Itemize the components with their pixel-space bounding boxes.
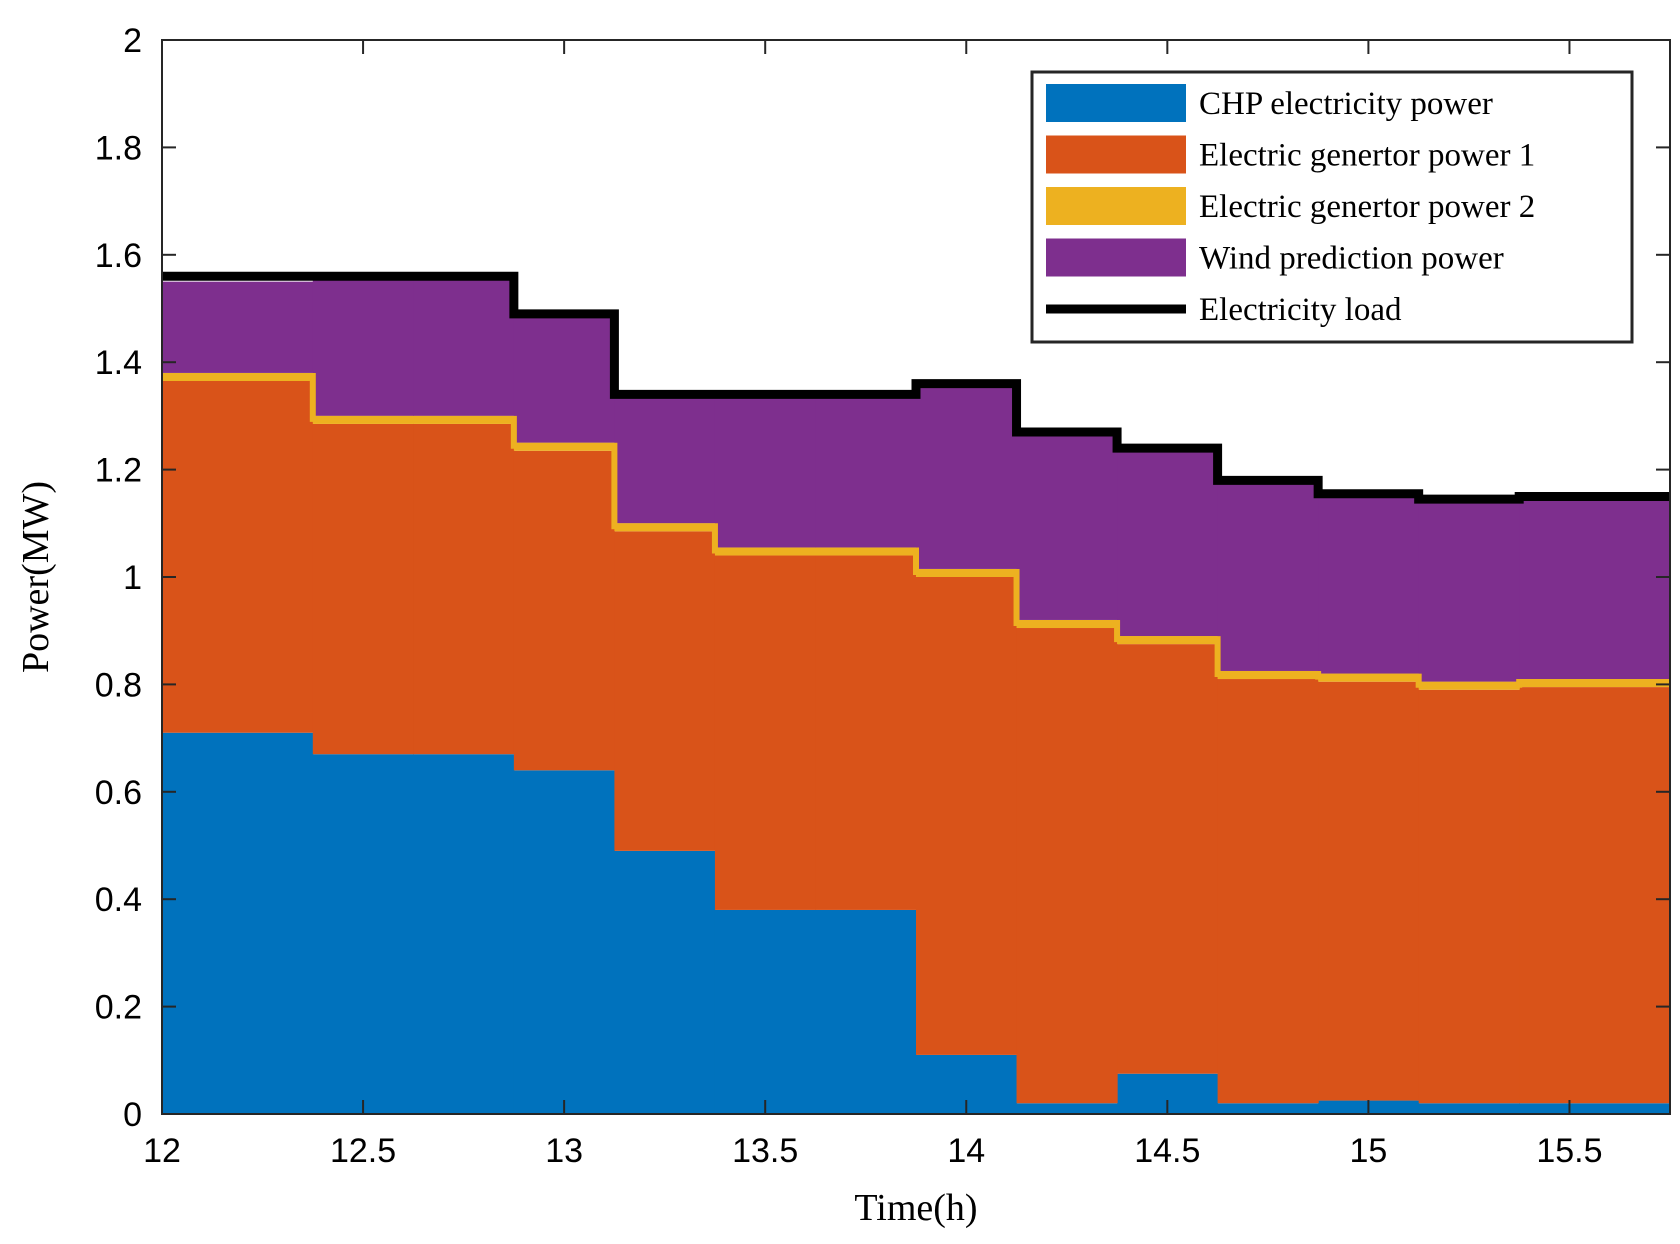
series-4-segment — [1016, 434, 1118, 620]
series-1-segment — [1016, 1103, 1118, 1114]
legend-label: Electric genertor power 1 — [1199, 138, 1535, 174]
axis-ticks: 12 12.5 13 13.5 14 14.5 15 15.5 0 0.2 0.4 0.6 0.8 1 1.… — [95, 22, 1670, 1170]
series-4 — [162, 276, 1671, 682]
series-2-segment — [1519, 687, 1671, 1104]
x-tick-label: 15 — [1349, 1132, 1387, 1170]
x-tick-label: 13 — [545, 1132, 583, 1170]
legend-swatch — [1046, 187, 1186, 225]
y-tick-label: 1.4 — [95, 344, 142, 382]
y-axis-label: Power(MW) — [15, 481, 57, 673]
series-2-segment — [513, 450, 615, 771]
legend-label: Wind prediction power — [1199, 241, 1504, 277]
series-1-segment — [815, 909, 917, 1114]
y-tick-label: 2 — [123, 22, 142, 60]
series-4-segment — [714, 394, 817, 548]
plot-areas — [162, 276, 1671, 1114]
y-tick-label: 1.8 — [95, 129, 142, 167]
series-2-segment — [1318, 681, 1420, 1101]
y-tick-label: 0.2 — [95, 989, 142, 1027]
legend-label: CHP electricity power — [1199, 86, 1493, 122]
series-4-segment — [815, 394, 917, 548]
series-4-segment — [1519, 496, 1671, 680]
series-4-segment — [1418, 499, 1520, 682]
x-axis-label: Time(h) — [854, 1187, 977, 1229]
legend-label: Electricity load — [1199, 292, 1402, 328]
series-4-segment — [1117, 448, 1219, 637]
series-1-segment — [413, 754, 515, 1114]
series-4-segment — [614, 394, 716, 524]
legend-swatch — [1046, 84, 1186, 122]
series-2-segment — [1217, 679, 1319, 1104]
genertor-2-highlight — [162, 372, 1670, 688]
y-tick-label: 0.4 — [95, 881, 142, 919]
y-tick-label: 0.6 — [95, 774, 142, 812]
series-1-segment — [312, 754, 414, 1114]
series-2-segment — [312, 423, 414, 755]
series-1-segment — [714, 909, 817, 1114]
y-tick-label: 1.2 — [95, 452, 142, 490]
series-4-segment — [413, 276, 515, 416]
legend-label: Electric genertor power 2 — [1199, 189, 1535, 225]
series-4-segment — [513, 313, 615, 443]
x-tick-label: 14.5 — [1134, 1132, 1200, 1170]
y-tick-label: 1.6 — [95, 237, 142, 275]
series-2-segment — [1418, 689, 1520, 1104]
y-tick-label: 0.8 — [95, 666, 142, 704]
series-1-segment — [1217, 1103, 1319, 1114]
x-tick-label: 13.5 — [732, 1132, 798, 1170]
series-2-segment — [614, 531, 716, 851]
series-4-segment — [916, 383, 1018, 569]
series-2-segment — [162, 380, 314, 733]
electricity-load-line — [162, 271, 1670, 504]
series-1-segment — [1519, 1103, 1671, 1114]
series-2-segment — [916, 577, 1018, 1055]
load-layer — [162, 271, 1670, 504]
legend-swatch — [1046, 238, 1186, 277]
x-tick-label: 14 — [947, 1132, 985, 1170]
series-2-segment — [413, 423, 515, 755]
series-2-segment — [815, 555, 917, 910]
legend-swatch — [1046, 135, 1186, 174]
series-2-segment — [1117, 644, 1219, 1074]
x-tick-label: 15.5 — [1536, 1132, 1602, 1170]
series-1-segment — [513, 770, 615, 1114]
series-2-segment — [714, 555, 817, 910]
legend: CHP electricity power Electric genertor p… — [1030, 70, 1634, 344]
x-tick-label: 12.5 — [330, 1132, 396, 1170]
series-4-segment — [312, 276, 414, 416]
y-tick-label: 1 — [123, 559, 142, 597]
x-tick-label: 12 — [143, 1132, 181, 1170]
series-4-segment — [162, 281, 314, 373]
series-4-segment — [1217, 480, 1319, 671]
series-4-segment — [1318, 493, 1420, 674]
series-2-segment — [1016, 628, 1118, 1104]
series-2 — [162, 380, 1671, 1104]
series-1-segment — [162, 732, 314, 1114]
y-tick-label: 0 — [123, 1096, 142, 1134]
series-1-segment — [1418, 1103, 1520, 1114]
series-1-segment — [614, 850, 716, 1114]
genertor-2-line — [162, 372, 1670, 688]
series-1 — [162, 732, 1671, 1114]
